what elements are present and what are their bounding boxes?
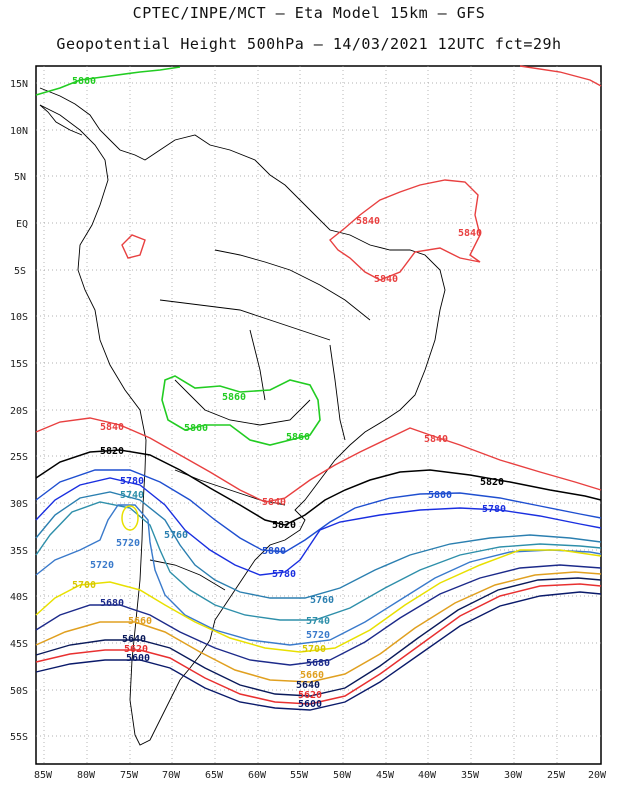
contour-label-5820: 5820: [480, 477, 504, 488]
contour-5860: [35, 66, 321, 446]
graticule: [36, 66, 601, 764]
contour-label-5840: 5840: [262, 497, 286, 508]
lon-label: 80W: [77, 770, 96, 781]
contour-5660: [35, 571, 602, 683]
lon-label: 45W: [376, 770, 395, 781]
lat-label: 20S: [10, 406, 28, 417]
coastline: [39, 87, 446, 746]
contour-label-5640: 5640: [122, 634, 146, 645]
lon-label: 65W: [205, 770, 224, 781]
contour-label-5840: 5840: [100, 422, 124, 433]
contour-label-5660: 5660: [300, 670, 324, 681]
contour-5700: [35, 549, 602, 653]
contour-label-5760: 5760: [310, 595, 334, 606]
contour-label-5860: 5860: [286, 432, 310, 443]
lon-label: 55W: [290, 770, 309, 781]
map-frame: [35, 65, 602, 765]
contour-label-5780: 5780: [272, 569, 296, 580]
lat-label: 50S: [10, 686, 28, 697]
contour-label-5700: 5700: [72, 580, 96, 591]
contour-label-5860: 5860: [222, 392, 246, 403]
contour-label-5740: 5740: [306, 616, 330, 627]
contour-5740: [35, 501, 602, 621]
contour-label-5660: 5660: [128, 616, 152, 627]
lat-label: 10S: [10, 312, 28, 323]
contour-label-5780: 5780: [482, 504, 506, 515]
lat-label: 30S: [10, 499, 28, 510]
lon-label: 30W: [504, 770, 523, 781]
lon-label: 40W: [418, 770, 437, 781]
contour-5640: [35, 577, 602, 697]
lat-label: 25S: [10, 452, 28, 463]
contour-label-5620: 5620: [298, 690, 322, 701]
lat-label: 5S: [14, 266, 26, 277]
lat-label: 15S: [10, 359, 28, 370]
lon-label: 70W: [162, 770, 181, 781]
lat-label: 55S: [10, 732, 28, 743]
contour-label-5680: 5680: [100, 598, 124, 609]
contour-5720: [35, 504, 602, 646]
lon-label: 85W: [34, 770, 53, 781]
contour-label-5680: 5680: [306, 658, 330, 669]
lon-label: 50W: [333, 770, 352, 781]
contour-5600: [35, 591, 602, 711]
contour-label-5720: 5720: [116, 538, 140, 549]
contour-label-5840: 5840: [424, 434, 448, 445]
map-title: CPTEC/INPE/MCT – Eta Model 15km – GFS: [132, 4, 486, 22]
contour-label-5760: 5760: [164, 530, 188, 541]
contour-label-5720: 5720: [90, 560, 114, 571]
contour-label-5800: 5800: [428, 490, 452, 501]
contour-label-5840: 5840: [458, 228, 482, 239]
lon-label: 75W: [120, 770, 139, 781]
lat-label: 35S: [10, 546, 28, 557]
contour-5840: [35, 65, 602, 503]
contour-label-5860: 5860: [72, 76, 96, 87]
lat-label: 15N: [10, 79, 28, 90]
contour-label-5600: 5600: [126, 653, 150, 664]
lon-label: 25W: [547, 770, 566, 781]
contour-label-5600: 5600: [298, 699, 322, 710]
contour-label-5820: 5820: [100, 446, 124, 457]
contour-label-5840: 5840: [374, 274, 398, 285]
lon-label: 35W: [461, 770, 480, 781]
contour-5680: [35, 564, 602, 666]
contour-5780: [35, 477, 602, 576]
contour-label-5780: 5780: [120, 476, 144, 487]
contour-label-5700: 5700: [302, 644, 326, 655]
contour-5760: [35, 491, 602, 599]
lat-label: 5N: [14, 172, 26, 183]
contour-label-5840: 5840: [356, 216, 380, 227]
longitude-labels: 85W 80W 75W 70W 65W 60W 55W 50W 45W 40W …: [34, 770, 607, 781]
lon-label: 20W: [588, 770, 607, 781]
map-subtitle: Geopotential Height 500hPa – 14/03/2021 …: [56, 35, 562, 53]
lat-label: EQ: [16, 219, 28, 230]
lat-label: 40S: [10, 592, 28, 603]
contour-label-5800: 5800: [262, 546, 286, 557]
contour-label-5820: 5820: [272, 520, 296, 531]
lat-label: 10N: [10, 126, 28, 137]
contour-5820: [35, 449, 602, 526]
contour-label-5740: 5740: [120, 490, 144, 501]
contour-label-5860: 5860: [184, 423, 208, 434]
lat-label: 45S: [10, 639, 28, 650]
latitude-labels: 15N 10N 5N EQ 5S 10S 15S 20S 25S 30S 35S…: [10, 79, 28, 743]
contour-5620: [35, 583, 602, 705]
contour-label-5640: 5640: [296, 680, 320, 691]
contour-label-5720: 5720: [306, 630, 330, 641]
contour-label-5620: 5620: [124, 644, 148, 655]
contour-5700-low: [121, 505, 139, 531]
lon-label: 60W: [248, 770, 267, 781]
contour-5800: [35, 469, 602, 553]
